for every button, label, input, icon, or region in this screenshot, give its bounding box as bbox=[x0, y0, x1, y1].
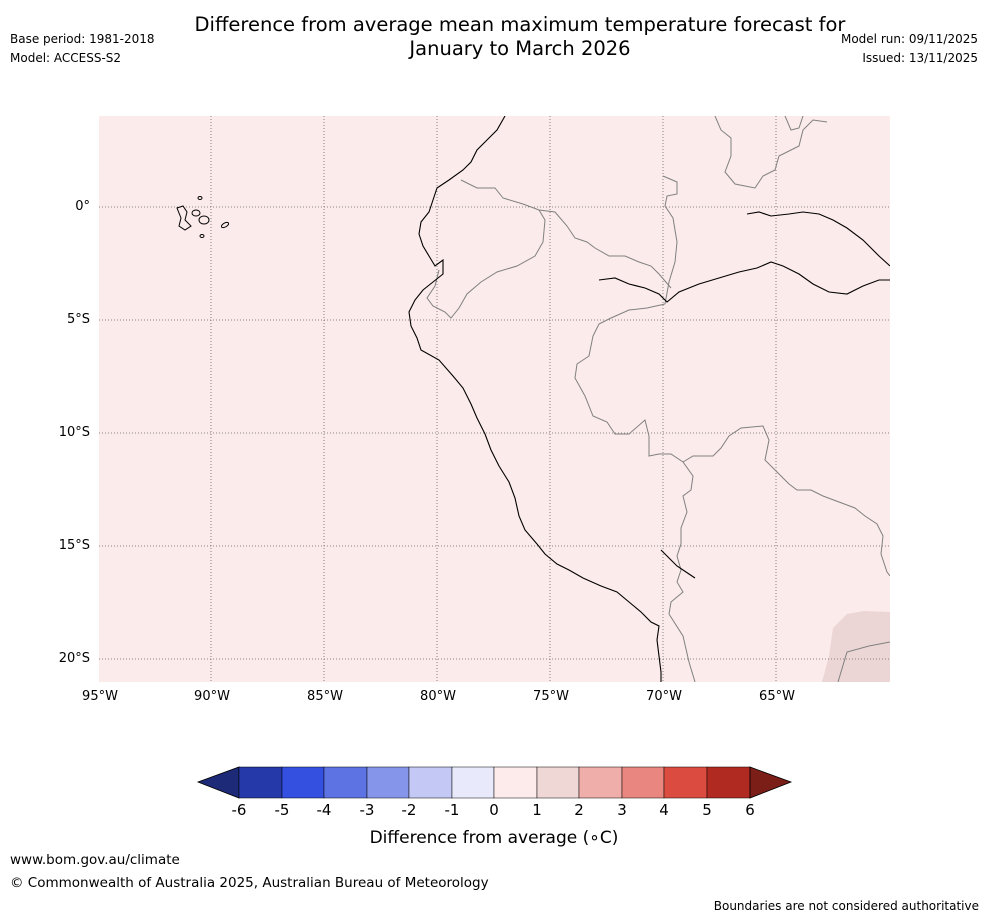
colorbar-tick: 0 bbox=[489, 801, 499, 819]
lon-label-70w: 70°W bbox=[646, 689, 682, 704]
colorbar-segment-10 bbox=[621, 766, 665, 799]
amazon-river-north bbox=[746, 211, 890, 267]
colorbar bbox=[196, 766, 793, 799]
coastlines bbox=[408, 116, 890, 682]
lon-label-65w: 65°W bbox=[759, 689, 795, 704]
colorbar-under-arrow bbox=[196, 766, 240, 799]
colorbar-tick: -1 bbox=[444, 801, 460, 819]
lon-label-75w: 75°W bbox=[533, 689, 569, 704]
colorbar-tick: 4 bbox=[659, 801, 669, 819]
island-santa-cruz bbox=[198, 215, 210, 225]
gridlines bbox=[99, 116, 890, 682]
island-santiago bbox=[191, 209, 201, 217]
footer-copyright: © Commonwealth of Australia 2025, Austra… bbox=[10, 875, 489, 891]
colorbar-tick: 1 bbox=[532, 801, 542, 819]
island-floreana bbox=[199, 234, 205, 238]
colorbar-segment-12 bbox=[706, 766, 751, 799]
colorbar-segment-1 bbox=[238, 766, 283, 799]
colorbar-segment-7 bbox=[493, 766, 538, 799]
island-san-cristobal bbox=[220, 221, 230, 229]
page-title: Difference from average mean maximum tem… bbox=[0, 13, 988, 61]
title-line-1: Difference from average mean maximum tem… bbox=[194, 13, 846, 36]
lat-label-10s: 10°S bbox=[58, 425, 90, 440]
model-text: Model: ACCESS-S2 bbox=[10, 51, 122, 65]
map-background bbox=[99, 116, 890, 682]
anomaly-patch bbox=[822, 611, 890, 682]
galapagos-islands bbox=[176, 196, 230, 238]
border-peru-brazil-bolivia bbox=[574, 303, 694, 615]
colorbar-segment-6 bbox=[451, 766, 495, 799]
border-ecuador-peru bbox=[426, 209, 546, 319]
lat-label-20s: 20°S bbox=[58, 651, 90, 666]
colorbar-tick: -4 bbox=[316, 801, 332, 819]
model-run-text: Model run: 09/11/2025 bbox=[840, 32, 978, 46]
colorbar-tick: 2 bbox=[574, 801, 584, 819]
lat-label-5s: 5°S bbox=[66, 312, 90, 327]
colorbar-tick: 6 bbox=[745, 801, 755, 819]
footer-boundaries-note: Boundaries are not considered authoritat… bbox=[713, 899, 979, 913]
colorbar-segment-4 bbox=[366, 766, 410, 799]
colorbar-tick: -6 bbox=[231, 801, 247, 819]
lat-label-15s: 15°S bbox=[58, 538, 90, 553]
lon-label-95w: 95°W bbox=[82, 689, 118, 704]
colorbar-over-arrow bbox=[749, 766, 793, 799]
colorbar-tick: 3 bbox=[617, 801, 627, 819]
border-bolivia-brazil bbox=[682, 425, 890, 577]
base-period-text: Base period: 1981-2018 bbox=[10, 32, 155, 46]
lake-titicaca bbox=[660, 549, 696, 579]
footer-url-link[interactable]: www.bom.gov.au/climate bbox=[10, 852, 180, 868]
title-line-2: January to March 2026 bbox=[409, 37, 631, 60]
colorbar-segment-9 bbox=[578, 766, 623, 799]
border-guyana bbox=[784, 116, 804, 131]
issued-text: Issued: 13/11/2025 bbox=[862, 51, 978, 65]
amazon-river-main bbox=[598, 261, 890, 303]
forecast-map[interactable] bbox=[99, 116, 890, 682]
colorbar-segment-3 bbox=[323, 766, 368, 799]
lat-label-0: 0° bbox=[75, 199, 90, 214]
colorbar-segment-11 bbox=[663, 766, 708, 799]
lon-label-85w: 85°W bbox=[307, 689, 343, 704]
colorbar-tick: -2 bbox=[401, 801, 417, 819]
colorbar-segment-2 bbox=[281, 766, 325, 799]
border-bolivia-chile bbox=[668, 613, 696, 682]
colorbar-tick: -3 bbox=[359, 801, 375, 819]
colorbar-tick: 5 bbox=[702, 801, 712, 819]
colorbar-segment-8 bbox=[536, 766, 580, 799]
pacific-coast bbox=[408, 116, 662, 682]
border-venezuela-brazil bbox=[714, 116, 828, 189]
island-pinta bbox=[197, 196, 203, 200]
border-line-patch bbox=[837, 641, 890, 682]
island-isabela bbox=[176, 205, 192, 231]
country-borders bbox=[426, 116, 890, 682]
colorbar-segment-5 bbox=[408, 766, 453, 799]
lon-label-80w: 80°W bbox=[420, 689, 456, 704]
lon-label-90w: 90°W bbox=[194, 689, 230, 704]
colorbar-tick: -5 bbox=[274, 801, 290, 819]
colorbar-label: Difference from average (∘C) bbox=[369, 828, 619, 848]
border-colombia-ecuador-peru bbox=[460, 179, 672, 289]
border-colombia-brazil bbox=[662, 175, 678, 305]
